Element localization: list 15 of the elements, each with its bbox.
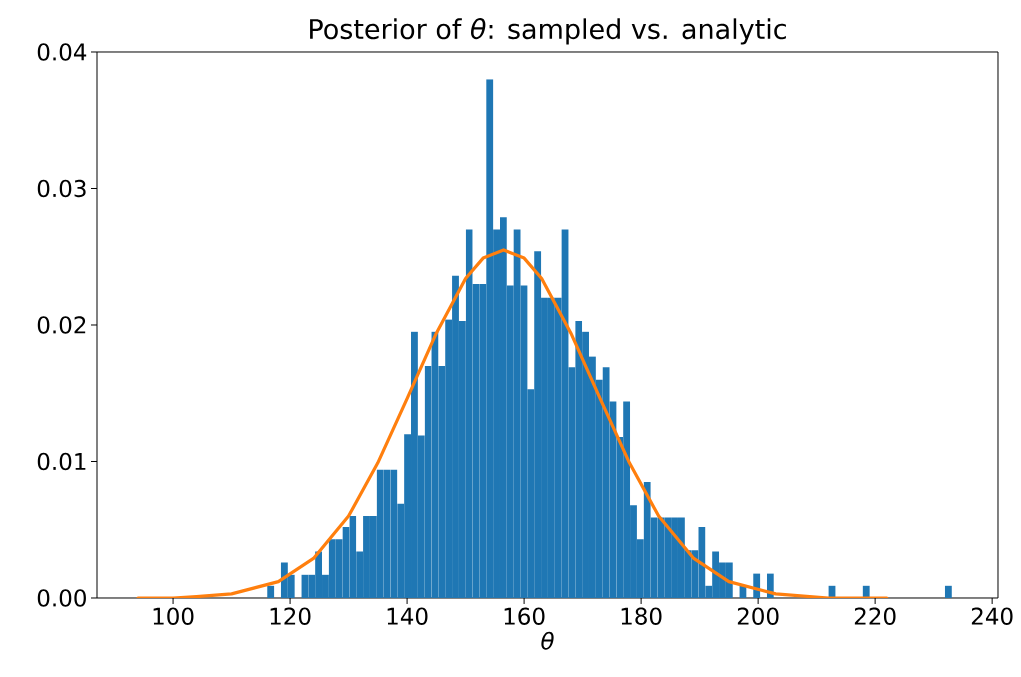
y-tick-label: 0.01	[37, 452, 86, 471]
x-axis-title: θ	[541, 631, 554, 650]
x-tick-label: 180	[621, 607, 662, 625]
x-tick-label: 100	[153, 607, 194, 625]
y-tick-label: 0.03	[37, 179, 86, 198]
y-tick-label: 0.00	[37, 589, 86, 607]
x-tick-label: 120	[270, 607, 311, 625]
chart-title: Posterior of θ: sampled vs. analytic	[310, 18, 786, 45]
x-tick-label: 140	[387, 607, 428, 625]
x-tick-label: 160	[504, 607, 545, 625]
x-tick-label: 200	[737, 607, 779, 625]
x-tick-label: 240	[971, 607, 1013, 625]
y-tick-label: 0.02	[37, 316, 86, 334]
x-tick-label: 220	[854, 607, 896, 625]
y-tick-label: 0.04	[37, 43, 87, 61]
